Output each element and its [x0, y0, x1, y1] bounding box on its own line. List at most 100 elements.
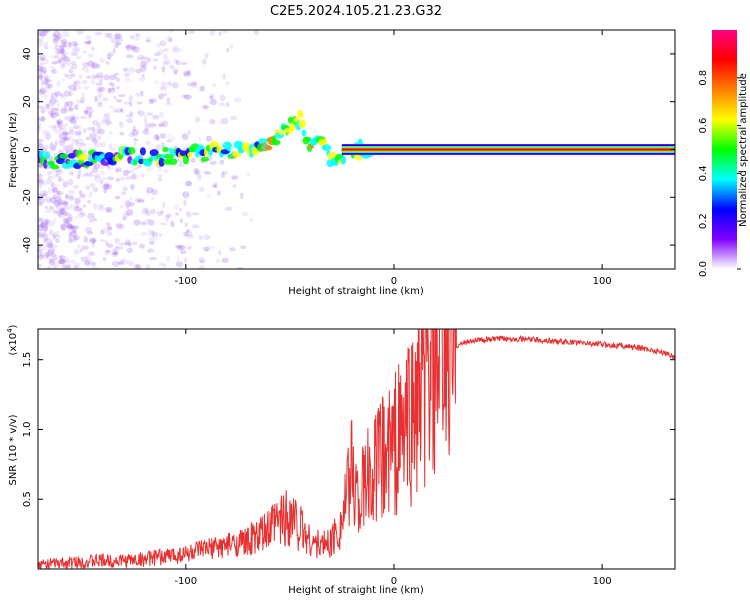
heatmap-speckle [74, 202, 80, 209]
heatmap-speckle [57, 123, 65, 130]
heatmap-speckle [180, 61, 188, 66]
heatmap-ridge-cell [232, 150, 241, 158]
heatmap-speckle [68, 195, 75, 201]
heatmap-speckle [69, 129, 75, 135]
colorbar-tick-label: 0.0 [698, 261, 709, 277]
heatmap-speckle [107, 120, 113, 125]
heatmap-speckle [60, 255, 69, 263]
heatmap-speckle [100, 230, 105, 235]
heatmap-speckle [38, 41, 43, 47]
heatmap-speckle [178, 244, 186, 251]
heatmap-speckle [162, 93, 168, 97]
heatmap-speckle [104, 206, 113, 213]
heatmap-y-label: Frequency (Hz) [8, 112, 19, 188]
heatmap-speckle [198, 186, 205, 192]
heatmap-speckle [84, 108, 89, 115]
heatmap-speckle [57, 59, 62, 64]
heatmap-speckle [190, 157, 196, 164]
heatmap-speckle [42, 233, 49, 241]
heatmap-speckle [129, 197, 134, 201]
heatmap-speckle [161, 120, 169, 128]
heatmap-speckle [186, 70, 190, 75]
heatmap-speckle [91, 137, 97, 143]
heatmap-speckle [38, 142, 44, 149]
heatmap-speckle [114, 238, 120, 244]
heatmap-speckle [111, 252, 118, 256]
heatmap-speckle [39, 180, 43, 185]
heatmap-speckle [100, 227, 109, 233]
heatmap-speckle [188, 30, 195, 35]
heatmap-speckle [174, 204, 180, 210]
heatmap-speckle [183, 200, 187, 206]
heatmap-speckle [38, 30, 44, 37]
heatmap-speckle [52, 37, 59, 44]
heatmap-speckle [145, 167, 153, 172]
heatmap-speckle [159, 132, 167, 139]
heatmap-speckle [118, 109, 125, 115]
heatmap-speckle [125, 200, 131, 208]
heatmap-speckle [207, 245, 216, 250]
heatmap-speckle [69, 66, 73, 74]
heatmap-speckle [39, 68, 44, 73]
heatmap-speckle [38, 105, 46, 110]
heatmap-speckle [220, 117, 229, 125]
heatmap-speckle [47, 174, 51, 179]
heatmap-speckle [134, 263, 139, 267]
heatmap-speckle [60, 224, 67, 231]
heatmap-speckle [70, 224, 74, 230]
heatmap-speckle [89, 239, 97, 243]
heatmap-speckle [74, 104, 79, 111]
heatmap-speckle [73, 248, 80, 255]
heatmap-speckle [62, 137, 68, 141]
heatmap-speckle [143, 207, 147, 212]
colorbar-tick-label: 0.6 [698, 118, 709, 134]
heatmap-speckle [97, 101, 103, 108]
heatmap-speckle [87, 258, 93, 266]
heatmap-speckle [140, 90, 144, 97]
heatmap-speckle [38, 71, 47, 75]
heatmap-speckle [146, 189, 150, 196]
heatmap-speckle [86, 199, 92, 204]
heatmap-speckle [71, 40, 78, 47]
heatmap-speckle [48, 261, 53, 268]
heatmap-speckle [179, 218, 184, 224]
heatmap-speckle [78, 190, 83, 195]
heatmap-speckle [166, 255, 171, 262]
heatmap-speckle [72, 228, 77, 233]
heatmap-speckle [82, 204, 86, 208]
heatmap-speckle [54, 36, 61, 40]
heatmap-speckle [93, 203, 98, 210]
heatmap-speckle [48, 257, 54, 264]
heatmap-speckle [50, 182, 55, 188]
heatmap-speckle [218, 31, 222, 36]
heatmap-speckle [45, 242, 54, 248]
heatmap-speckle [43, 144, 49, 150]
heatmap-speckle [85, 254, 91, 260]
heatmap-speckle [73, 138, 78, 143]
heatmap-speckle [212, 184, 217, 188]
colorbar-tick-label: 0.2 [698, 213, 709, 229]
heatmap-speckle [44, 206, 49, 210]
heatmap-speckle [39, 193, 46, 197]
heatmap-speckle [157, 165, 162, 172]
heatmap-speckle [79, 248, 84, 253]
heatmap-speckle [177, 158, 181, 162]
heatmap-speckle [76, 244, 82, 249]
heatmap-speckle [141, 208, 148, 215]
heatmap-speckle [52, 36, 61, 44]
heatmap-speckle [185, 180, 193, 187]
heatmap-speckle [59, 127, 67, 132]
heatmap-speckle [87, 53, 94, 58]
heatmap-speckle [103, 74, 111, 81]
heatmap-speckle [51, 60, 59, 65]
heatmap-panel: -100 0 100 -40 -20 0 20 40 Height of straight l… [8, 29, 676, 297]
heatmap-speckle [176, 244, 184, 251]
heatmap-x-tick-label: 0 [391, 276, 397, 287]
heatmap-speckle [38, 232, 45, 237]
heatmap-speckle [233, 97, 242, 103]
heatmap-speckle [49, 94, 54, 102]
heatmap-speckle [104, 32, 110, 38]
heatmap-speckle [60, 258, 65, 265]
heatmap-speckle [52, 125, 57, 132]
heatmap-speckle [138, 77, 146, 82]
